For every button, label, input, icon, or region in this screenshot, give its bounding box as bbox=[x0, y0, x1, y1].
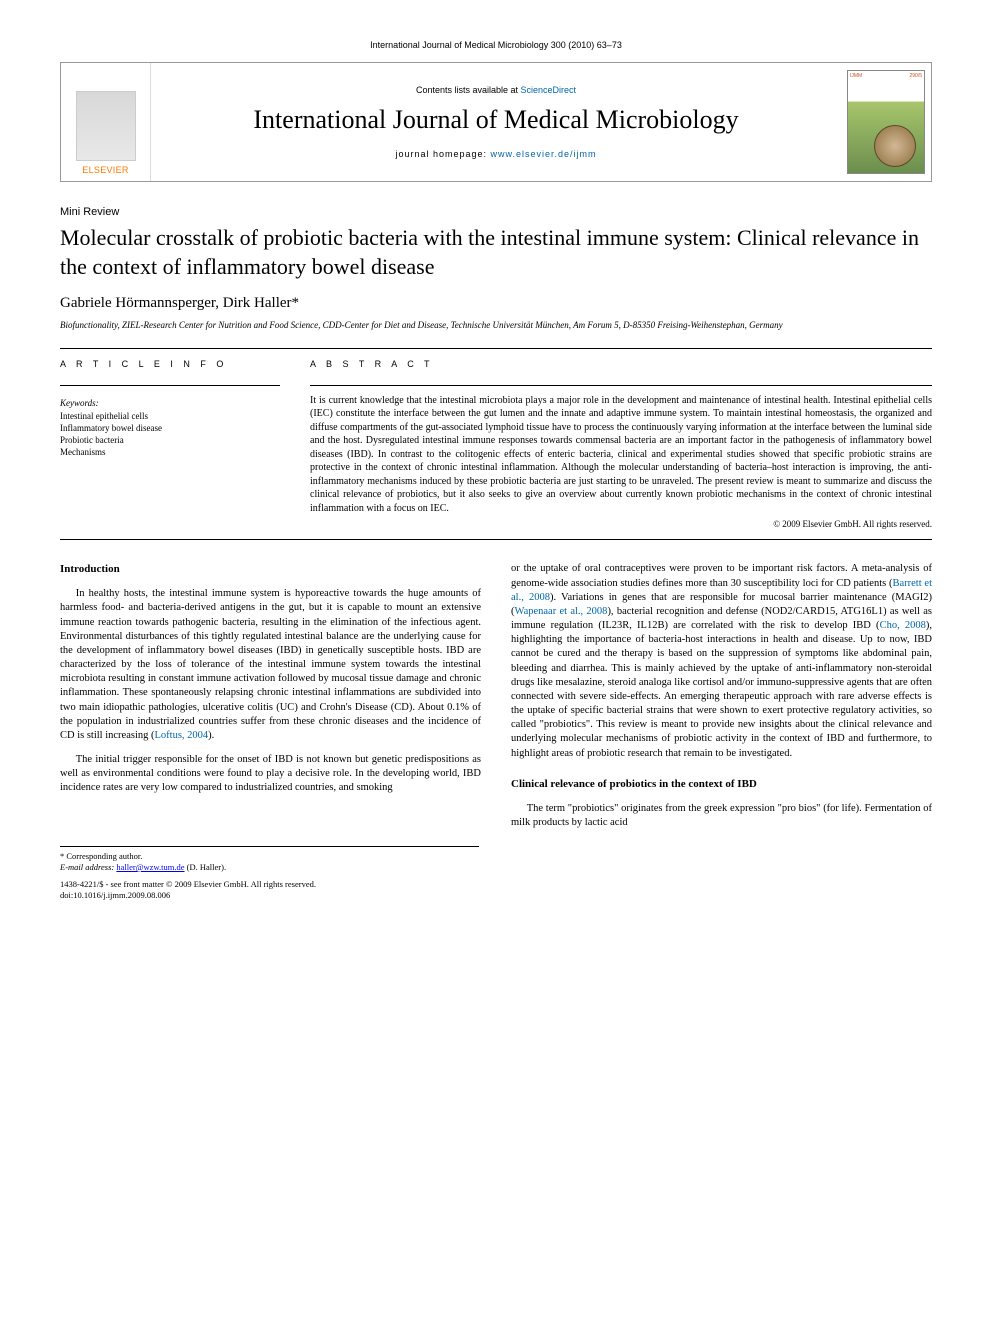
divider bbox=[60, 385, 280, 386]
journal-banner: ELSEVIER Contents lists available at Sci… bbox=[60, 62, 932, 182]
abstract-column: A B S T R A C T It is current knowledge … bbox=[310, 359, 932, 530]
article-type: Mini Review bbox=[60, 206, 932, 218]
article-title: Molecular crosstalk of probiotic bacteri… bbox=[60, 224, 932, 281]
body-paragraph: or the uptake of oral contraceptives wer… bbox=[511, 562, 932, 760]
cover-badge-right: 290/5 bbox=[909, 73, 922, 95]
front-matter-line: 1438-4221/$ - see front matter © 2009 El… bbox=[60, 879, 479, 890]
divider bbox=[60, 539, 932, 540]
keywords-list: Intestinal epithelial cells Inflammatory… bbox=[60, 410, 280, 459]
footnotes: * Corresponding author. E-mail address: … bbox=[60, 846, 479, 901]
keyword: Probiotic bacteria bbox=[60, 434, 280, 446]
body-text: ), highlighting the importance of bacter… bbox=[511, 620, 932, 759]
corresponding-author: * Corresponding author. bbox=[60, 851, 479, 862]
cover-thumb-block: IJMM 290/5 bbox=[841, 63, 931, 181]
keywords-heading: Keywords: bbox=[60, 398, 280, 408]
publisher-logo-block: ELSEVIER bbox=[61, 63, 151, 181]
info-abstract-row: A R T I C L E I N F O Keywords: Intestin… bbox=[60, 359, 932, 530]
intro-heading: Introduction bbox=[60, 562, 481, 577]
article-info-column: A R T I C L E I N F O Keywords: Intestin… bbox=[60, 359, 280, 530]
email-suffix: (D. Haller). bbox=[185, 862, 227, 872]
journal-title: International Journal of Medical Microbi… bbox=[253, 105, 738, 135]
doi-line: doi:10.1016/j.ijmm.2009.08.006 bbox=[60, 890, 479, 901]
cover-badge-left: IJMM bbox=[850, 73, 862, 95]
publisher-name: ELSEVIER bbox=[82, 165, 128, 175]
homepage-prefix: journal homepage: bbox=[395, 149, 490, 159]
keyword: Intestinal epithelial cells bbox=[60, 410, 280, 422]
citation-link[interactable]: Wapenaar et al., 2008 bbox=[515, 606, 608, 617]
body-text: or the uptake of oral contraceptives wer… bbox=[511, 563, 932, 588]
body-text: ). bbox=[208, 730, 214, 741]
journal-cover-icon: IJMM 290/5 bbox=[847, 70, 925, 174]
homepage-link[interactable]: www.elsevier.de/ijmm bbox=[491, 149, 597, 159]
divider bbox=[60, 348, 932, 349]
abstract-text: It is current knowledge that the intesti… bbox=[310, 394, 932, 516]
keyword: Mechanisms bbox=[60, 446, 280, 458]
abstract-heading: A B S T R A C T bbox=[310, 359, 932, 369]
section2-heading: Clinical relevance of probiotics in the … bbox=[511, 777, 932, 792]
homepage-line: journal homepage: www.elsevier.de/ijmm bbox=[395, 149, 596, 159]
sciencedirect-link[interactable]: ScienceDirect bbox=[521, 85, 577, 95]
banner-center: Contents lists available at ScienceDirec… bbox=[151, 63, 841, 181]
contents-prefix: Contents lists available at bbox=[416, 85, 521, 95]
body-paragraph: The term "probiotics" originates from th… bbox=[511, 802, 932, 830]
citation-link[interactable]: Loftus, 2004 bbox=[155, 730, 209, 741]
authors: Gabriele Hörmannsperger, Dirk Haller* bbox=[60, 295, 932, 312]
body-paragraph: The initial trigger responsible for the … bbox=[60, 753, 481, 796]
elsevier-tree-icon bbox=[76, 91, 136, 161]
email-line: E-mail address: haller@wzw.tum.de (D. Ha… bbox=[60, 862, 479, 873]
divider bbox=[310, 385, 932, 386]
affiliation: Biofunctionality, ZIEL-Research Center f… bbox=[60, 320, 932, 332]
keyword: Inflammatory bowel disease bbox=[60, 422, 280, 434]
email-link[interactable]: haller@wzw.tum.de bbox=[116, 862, 184, 872]
body-columns: Introduction In healthy hosts, the intes… bbox=[60, 562, 932, 830]
running-header: International Journal of Medical Microbi… bbox=[60, 40, 932, 50]
contents-line: Contents lists available at ScienceDirec… bbox=[416, 85, 576, 95]
article-info-heading: A R T I C L E I N F O bbox=[60, 359, 280, 369]
body-paragraph: In healthy hosts, the intestinal immune … bbox=[60, 587, 481, 743]
body-text: In healthy hosts, the intestinal immune … bbox=[60, 588, 481, 741]
abstract-copyright: © 2009 Elsevier GmbH. All rights reserve… bbox=[310, 519, 932, 529]
email-label: E-mail address: bbox=[60, 862, 116, 872]
citation-link[interactable]: Cho, 2008 bbox=[880, 620, 926, 631]
